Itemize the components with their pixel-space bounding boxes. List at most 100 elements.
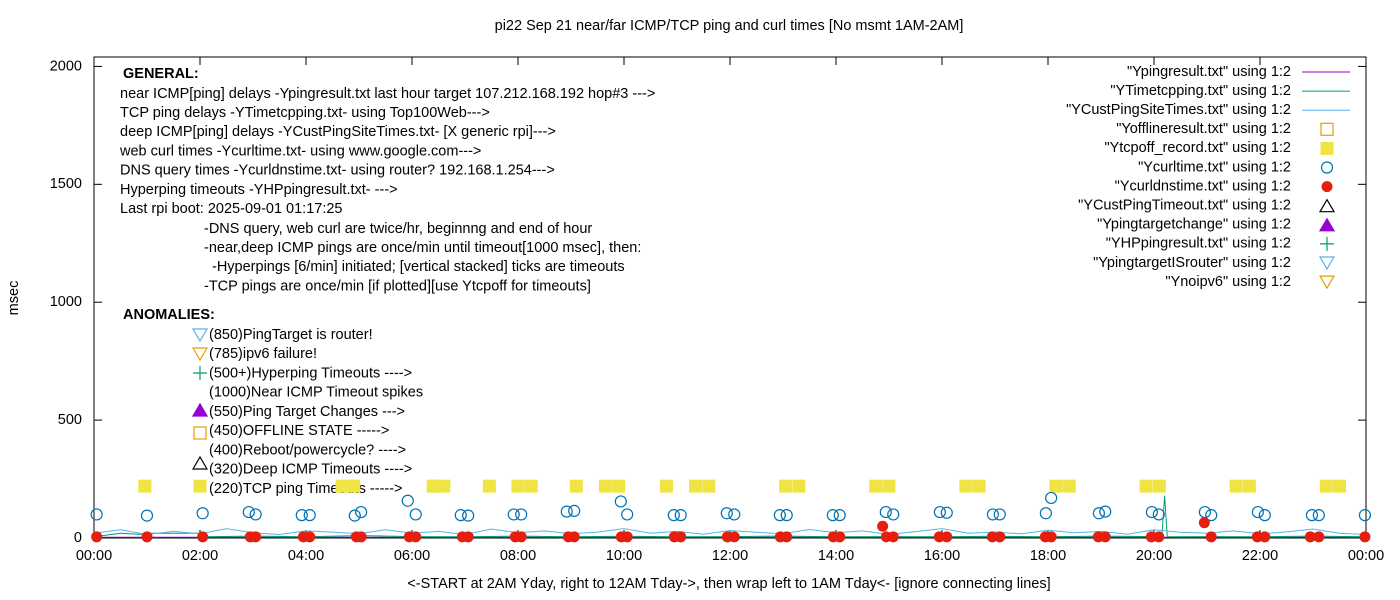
annotation: (450)OFFLINE STATE -----> xyxy=(209,423,389,439)
marker xyxy=(882,479,896,493)
marker xyxy=(1312,509,1325,522)
legend-label: "YTimetcpping.txt" using 1:2 xyxy=(1110,83,1291,99)
legend-label: "Ynoipv6" using 1:2 xyxy=(1165,274,1291,290)
marker xyxy=(1359,531,1371,543)
marker xyxy=(1153,531,1165,543)
x-tick-label: 02:00 xyxy=(182,548,218,564)
marker xyxy=(1333,479,1346,493)
marker xyxy=(728,508,741,521)
annotation: Last rpi boot: 2025-09-01 01:17:25 xyxy=(120,201,343,217)
series-line xyxy=(93,528,1367,536)
icon xyxy=(191,402,209,417)
marker xyxy=(462,509,475,522)
marker xyxy=(462,531,474,543)
marker xyxy=(1242,479,1256,493)
marker xyxy=(304,531,316,543)
marker xyxy=(994,531,1006,543)
marker xyxy=(972,479,986,493)
annotation: (785)ipv6 failure! xyxy=(209,346,317,362)
plot-layer: 0 500 1000 1500 2000 00:00 02:00 04:00 06:00 08:0… xyxy=(50,57,1384,564)
annotation: (550)Ping Target Changes ---> xyxy=(209,404,405,420)
marker xyxy=(515,531,527,543)
legend-label: "Ypingresult.txt" using 1:2 xyxy=(1127,64,1291,80)
marker xyxy=(335,479,349,493)
icon xyxy=(191,455,209,470)
marker xyxy=(1320,161,1334,174)
marker xyxy=(1304,531,1316,543)
legend-label: "YCustPingSiteTimes.txt" using 1:2 xyxy=(1066,102,1291,118)
marker xyxy=(355,531,367,543)
marker xyxy=(303,509,316,522)
annotation: -near,deep ICMP pings are once/min until… xyxy=(204,240,641,256)
marker xyxy=(90,508,103,521)
annotation: Hyperping timeouts -YHPpingresult.txt- -… xyxy=(120,182,398,198)
marker xyxy=(833,509,846,522)
x-tick-label: 00:00 xyxy=(1348,548,1384,564)
marker xyxy=(196,507,209,520)
annotation: -TCP pings are once/min [if plotted][use… xyxy=(204,278,591,294)
marker xyxy=(1318,256,1336,271)
annotation: (220)TCP ping Timeouts -----> xyxy=(209,481,403,497)
icon xyxy=(191,328,209,343)
x-tick-label: 20:00 xyxy=(1136,548,1172,564)
marker xyxy=(140,509,154,522)
marker xyxy=(659,479,673,493)
marker xyxy=(1320,122,1334,136)
marker xyxy=(792,479,806,493)
marker xyxy=(1251,505,1264,519)
marker xyxy=(250,531,262,543)
legend-label: "YHPpingresult.txt" using 1:2 xyxy=(1106,236,1291,252)
marker xyxy=(720,507,733,520)
y-axis-label: msec xyxy=(6,281,22,316)
chart-title: pi22 Sep 21 near/far ICMP/TCP ping and c… xyxy=(495,18,964,34)
marker xyxy=(869,479,883,493)
marker xyxy=(141,531,153,543)
marker xyxy=(515,508,528,521)
marker xyxy=(524,479,538,493)
marker xyxy=(347,479,361,493)
y-tick-label: 1500 xyxy=(50,176,82,192)
marker xyxy=(612,479,626,493)
marker xyxy=(1358,509,1372,522)
marker xyxy=(91,531,103,543)
x-tick-label: 16:00 xyxy=(924,548,960,564)
annotation: near ICMP[ping] delays -Ypingresult.txt … xyxy=(120,86,655,102)
marker xyxy=(675,531,687,543)
marker xyxy=(1092,507,1105,520)
annotation: TCP ping delays -YTimetcpping.txt- using… xyxy=(120,105,490,121)
marker xyxy=(689,479,703,493)
marker xyxy=(249,508,262,521)
marker xyxy=(1145,505,1158,519)
annotation: deep ICMP[ping] delays -YCustPingSiteTim… xyxy=(120,124,556,140)
marker xyxy=(1319,479,1333,493)
annotation: web curl times -Ycurltime.txt- using www… xyxy=(119,143,481,159)
marker xyxy=(507,508,520,521)
marker xyxy=(781,531,793,543)
marker xyxy=(138,479,152,493)
annotation: (400)Reboot/powercycle? ----> xyxy=(209,442,406,458)
marker xyxy=(569,479,583,493)
marker xyxy=(568,531,580,543)
marker xyxy=(482,479,496,493)
marker xyxy=(674,509,687,522)
y-tick-label: 1000 xyxy=(50,294,82,310)
marker xyxy=(879,505,892,519)
marker xyxy=(1045,491,1058,505)
legend-label: "Ypingtargetchange" using 1:2 xyxy=(1097,217,1291,233)
marker xyxy=(1318,198,1336,213)
marker xyxy=(410,531,422,543)
icon xyxy=(191,347,209,362)
marker xyxy=(598,479,612,493)
legend-label: "YpingtargetISrouter" using 1:2 xyxy=(1093,255,1291,271)
marker xyxy=(193,479,207,493)
x-axis-label: <-START at 2AM Yday, right to 12AM Tday-… xyxy=(407,576,1050,592)
marker xyxy=(780,509,793,522)
marker xyxy=(409,508,422,521)
marker xyxy=(702,479,716,493)
annotation: (1000)Near ICMP Timeout spikes xyxy=(209,385,423,401)
marker xyxy=(941,531,953,543)
marker xyxy=(1259,531,1271,543)
marker xyxy=(1320,236,1334,251)
